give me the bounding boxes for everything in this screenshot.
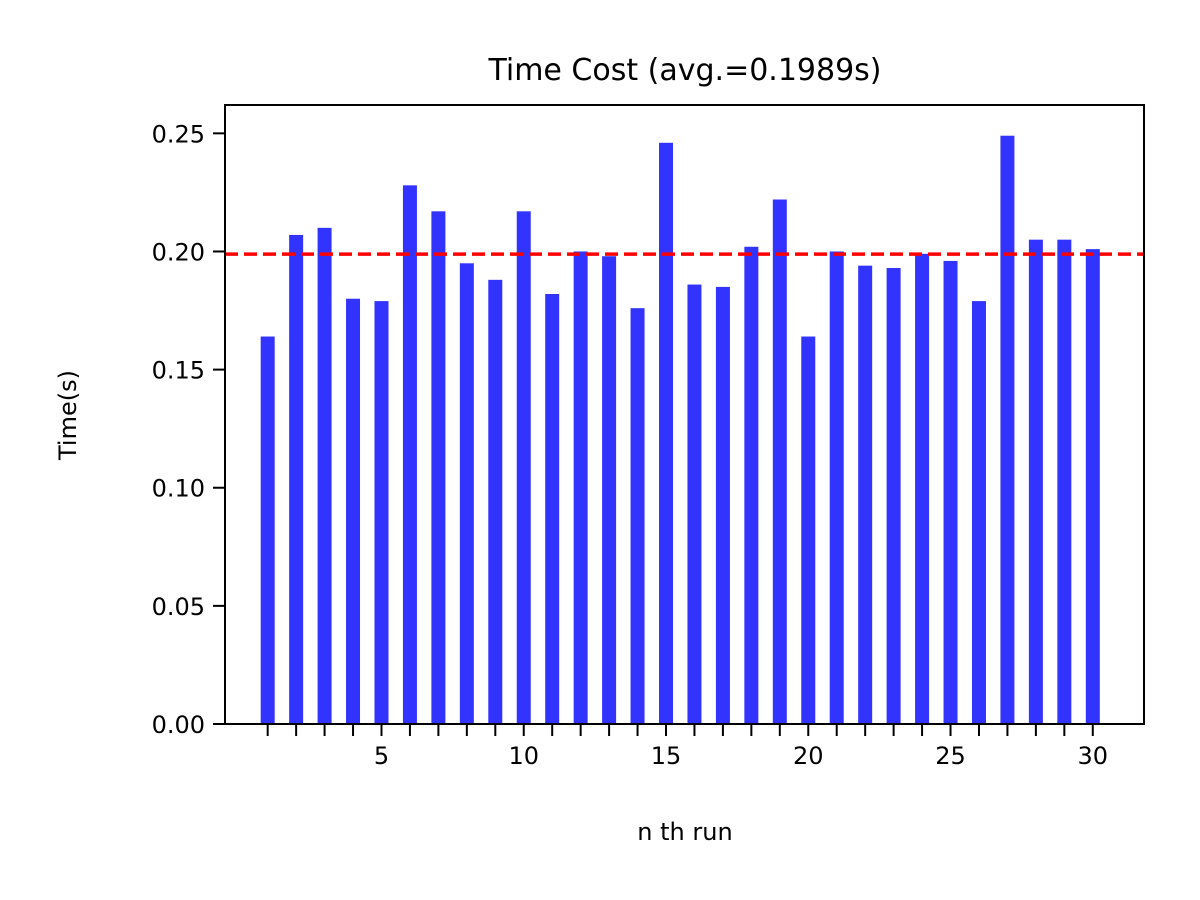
bar-run-21 — [829, 251, 844, 725]
bar-run-20 — [801, 336, 816, 724]
bar-run-7 — [431, 211, 446, 724]
bar-run-4 — [346, 298, 361, 724]
bar-run-14 — [630, 308, 645, 724]
bar-run-11 — [545, 294, 560, 724]
bars-group — [260, 135, 1100, 725]
bar-run-8 — [459, 263, 474, 724]
x-tick-label-25: 25 — [935, 742, 966, 770]
x-tick-label-10: 10 — [508, 742, 539, 770]
bar-run-22 — [858, 265, 873, 724]
y-axis-label: Time(s) — [54, 370, 82, 461]
chart-title: Time Cost (avg.=0.1989s) — [487, 53, 881, 88]
bar-run-30 — [1085, 249, 1100, 724]
bar-run-12 — [573, 251, 588, 725]
bar-run-16 — [687, 284, 702, 724]
bar-run-18 — [744, 246, 759, 724]
bar-run-2 — [289, 234, 304, 724]
plot-frame — [224, 104, 1145, 725]
bar-run-17 — [715, 286, 730, 724]
y-tick-label-2: 0.10 — [152, 475, 205, 503]
bar-run-13 — [602, 256, 617, 724]
x-tick-label-15: 15 — [651, 742, 682, 770]
ticks-group: 5 10 15 20 25 30 0.00 0.05 0.10 0.15 0.20 0.25 — [152, 120, 1108, 770]
bar-run-1 — [260, 336, 275, 724]
bar-run-23 — [886, 268, 901, 724]
x-tick-label-20: 20 — [793, 742, 824, 770]
bar-run-25 — [943, 260, 958, 724]
axes-group — [224, 104, 1145, 725]
bar-run-24 — [915, 253, 930, 724]
y-tick-label-1: 0.05 — [152, 593, 205, 621]
bar-run-15 — [659, 142, 674, 725]
bar-run-28 — [1028, 239, 1043, 725]
x-tick-label-30: 30 — [1078, 742, 1109, 770]
x-tick-label-5: 5 — [374, 742, 389, 770]
bar-run-3 — [317, 227, 332, 724]
y-tick-label-3: 0.15 — [152, 357, 205, 385]
bar-run-6 — [402, 185, 417, 724]
bar-run-27 — [1000, 135, 1015, 724]
bar-run-10 — [516, 211, 531, 724]
bar-run-9 — [488, 279, 503, 724]
y-tick-label-0: 0.00 — [152, 711, 205, 739]
y-tick-label-5: 0.25 — [152, 120, 205, 148]
y-tick-label-4: 0.20 — [152, 238, 205, 266]
bar-run-19 — [772, 199, 787, 724]
bar-run-5 — [374, 301, 389, 724]
bar-run-26 — [971, 301, 986, 724]
x-axis-label: n th run — [637, 818, 732, 846]
bar-run-29 — [1057, 239, 1072, 725]
